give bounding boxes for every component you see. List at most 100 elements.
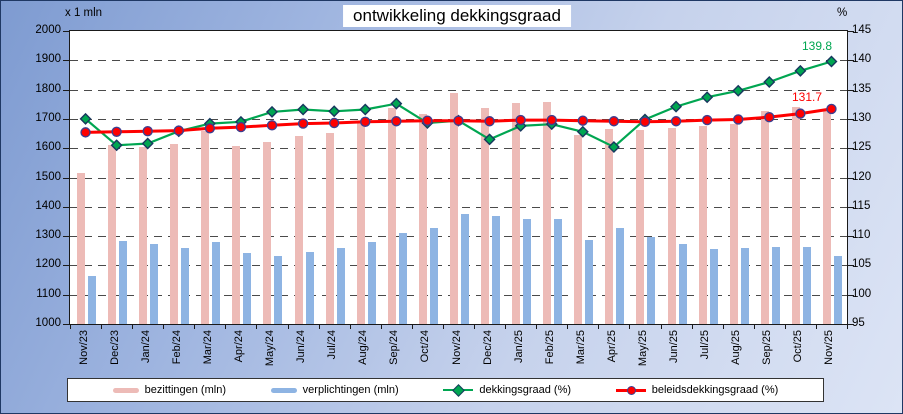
category-axis-tickmark	[256, 324, 258, 329]
category-label: Feb/25	[543, 330, 556, 365]
category-axis-tickmark	[101, 324, 103, 329]
right-axis-tickmark	[847, 236, 854, 238]
bar-verplichtingen	[740, 248, 749, 324]
category-label: Jun/25	[668, 330, 681, 364]
data-label-dekkingsgraad: 139.8	[802, 39, 833, 53]
gridline	[70, 236, 847, 238]
category-label: Jul/25	[699, 330, 712, 360]
bar-verplichtingen	[833, 256, 842, 324]
data-label-beleidsdekkingsgraad: 131.7	[792, 90, 823, 104]
category-axis-tickmark	[753, 324, 755, 329]
bar-bezittingen	[605, 129, 614, 324]
category-axis-tickmark	[629, 324, 631, 329]
marker-dekkingsgraad	[763, 75, 776, 88]
bar-verplichtingen	[398, 233, 407, 324]
category-axis-tickmark	[847, 324, 848, 329]
category-axis-labels: Nov/23 Dec/23 Jan/24 Feb/24 Mar/24 Apr/24 May/…	[69, 327, 846, 375]
category-label: Aug/25	[730, 330, 743, 365]
bar-verplichtingen	[181, 247, 190, 324]
chart-title: ontwikkeling dekkingsgraad	[343, 5, 571, 27]
marker-dekkingsgraad	[701, 91, 714, 104]
bar-bezittingen	[325, 132, 334, 324]
right-axis-tick-label: 145	[852, 24, 872, 36]
bar-bezittingen	[356, 123, 365, 324]
legend-swatch-bar	[270, 387, 297, 393]
legend-item-dekkingsgraad: dekkingsgraad (%)	[443, 384, 571, 397]
bar-bezittingen	[170, 143, 179, 324]
category-axis-tickmark	[132, 324, 134, 329]
category-label: Aug/24	[357, 330, 370, 365]
bar-verplichtingen	[709, 249, 718, 324]
bar-verplichtingen	[616, 228, 625, 324]
right-axis-tick-label: 125	[852, 141, 872, 154]
category-label: Apr/24	[232, 330, 245, 363]
category-axis-tickmark	[691, 324, 693, 329]
gridline	[70, 89, 847, 91]
left-axis-tickmark	[63, 236, 70, 238]
legend-label: verplichtingen (mln)	[302, 384, 399, 396]
right-axis-tickmark	[847, 206, 854, 208]
legend-swatch-bar	[112, 387, 139, 393]
legend-item-bezittingen: bezittingen (mln)	[112, 384, 226, 396]
marker-dekkingsgraad	[266, 105, 279, 118]
left-axis-tick-label: 1500	[35, 170, 61, 183]
category-axis-tickmark	[722, 324, 724, 329]
bar-bezittingen	[760, 110, 769, 324]
bar-verplichtingen	[647, 236, 656, 324]
left-axis-tickmark	[63, 118, 70, 120]
category-label: Jan/24	[139, 330, 152, 364]
category-label: Nov/24	[450, 330, 463, 365]
right-axis-tickmark	[847, 31, 854, 32]
right-axis-tick-label: 140	[852, 53, 872, 66]
bar-verplichtingen	[460, 214, 469, 324]
marker-beleidsdekkingsgraad	[826, 103, 837, 115]
category-label: Mar/25	[574, 330, 587, 365]
bar-verplichtingen	[336, 248, 345, 324]
category-label: Dec/23	[108, 330, 121, 365]
marker-beleidsdekkingsgraad	[484, 116, 495, 127]
right-axis-tickmark	[847, 324, 854, 325]
category-label: Jan/25	[512, 330, 525, 364]
bar-bezittingen	[449, 93, 458, 324]
left-axis-tick-label: 1900	[35, 53, 61, 66]
left-axis-tick-label: 1400	[35, 199, 61, 212]
gridline	[70, 265, 847, 267]
left-axis-tick-label: 1600	[35, 141, 61, 154]
marker-dekkingsgraad	[110, 139, 123, 152]
marker-beleidsdekkingsgraad	[297, 118, 309, 129]
gridline	[70, 294, 847, 296]
legend-swatch-line	[443, 384, 474, 397]
left-axis-unit-label: x 1 mln	[65, 7, 103, 19]
right-axis-unit-label: %	[837, 7, 848, 19]
bar-bezittingen	[791, 107, 800, 324]
bar-verplichtingen	[523, 219, 532, 324]
marker-beleidsdekkingsgraad	[204, 123, 216, 134]
bar-bezittingen	[77, 173, 85, 324]
category-axis-tickmark	[194, 324, 196, 329]
right-axis-tick-label: 130	[852, 111, 872, 124]
left-axis-tick-label: 1700	[35, 111, 61, 124]
marker-dekkingsgraad	[483, 133, 496, 146]
marker-dekkingsgraad	[141, 137, 154, 150]
bar-bezittingen	[698, 126, 707, 324]
bar-verplichtingen	[554, 218, 563, 324]
left-axis-tickmark	[63, 89, 70, 91]
bar-verplichtingen	[88, 275, 96, 324]
bar-verplichtingen	[429, 228, 438, 324]
marker-beleidsdekkingsgraad	[235, 121, 247, 133]
right-axis-tick-label: 95	[852, 317, 865, 329]
right-axis-tickmark	[847, 177, 854, 179]
gridline	[70, 177, 847, 179]
marker-dekkingsgraad	[607, 141, 620, 154]
category-label: Feb/24	[170, 330, 183, 365]
right-axis-tick-label: 115	[852, 199, 871, 212]
left-axis-tickmark	[63, 294, 70, 296]
marker-beleidsdekkingsgraad	[701, 114, 713, 126]
category-axis-tickmark	[287, 324, 289, 329]
category-label: May/25	[636, 330, 649, 367]
category-axis-tickmark	[411, 324, 413, 329]
right-axis-tickmark	[847, 148, 854, 150]
right-axis-tick-label: 135	[852, 82, 872, 95]
legend-label: beleidsdekkingsgraad (%)	[651, 384, 779, 396]
bar-verplichtingen	[678, 244, 687, 324]
